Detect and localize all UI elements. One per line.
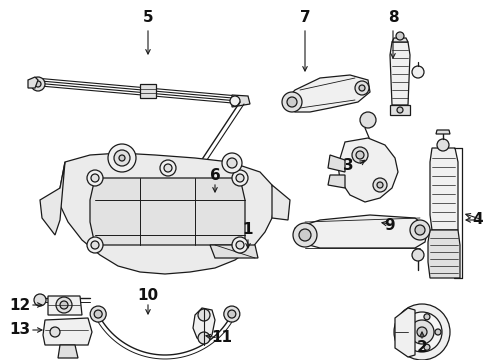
Circle shape: [410, 320, 434, 344]
Circle shape: [373, 178, 387, 192]
Circle shape: [424, 314, 430, 320]
Circle shape: [406, 338, 412, 345]
Circle shape: [87, 170, 103, 186]
Polygon shape: [390, 105, 410, 115]
Circle shape: [224, 306, 240, 322]
Polygon shape: [395, 308, 415, 357]
Circle shape: [287, 97, 297, 107]
Circle shape: [198, 309, 210, 321]
Circle shape: [90, 306, 106, 322]
Circle shape: [355, 81, 369, 95]
Circle shape: [114, 150, 130, 166]
Text: 1: 1: [243, 222, 253, 238]
Circle shape: [119, 155, 125, 161]
Circle shape: [424, 344, 430, 350]
Circle shape: [359, 85, 365, 91]
Circle shape: [31, 77, 45, 91]
Text: 4: 4: [473, 212, 483, 228]
Circle shape: [360, 112, 376, 128]
Polygon shape: [140, 84, 156, 98]
Polygon shape: [58, 345, 78, 358]
Circle shape: [412, 66, 424, 78]
Circle shape: [352, 147, 368, 163]
Circle shape: [415, 225, 425, 235]
Circle shape: [87, 237, 103, 253]
Circle shape: [299, 229, 311, 241]
Text: 8: 8: [388, 10, 398, 26]
Circle shape: [282, 92, 302, 112]
Circle shape: [91, 174, 99, 182]
Text: 10: 10: [137, 288, 159, 302]
Circle shape: [60, 301, 68, 309]
Circle shape: [35, 81, 41, 87]
Circle shape: [164, 164, 172, 172]
Circle shape: [410, 220, 430, 240]
Text: 7: 7: [300, 10, 310, 26]
Circle shape: [236, 174, 244, 182]
Polygon shape: [196, 162, 222, 178]
Circle shape: [435, 329, 441, 335]
Circle shape: [228, 310, 236, 318]
Circle shape: [356, 151, 364, 159]
Circle shape: [377, 182, 383, 188]
Circle shape: [230, 96, 240, 106]
Circle shape: [50, 327, 60, 337]
Circle shape: [394, 304, 450, 360]
Polygon shape: [43, 318, 92, 345]
Polygon shape: [90, 178, 245, 245]
Circle shape: [198, 332, 210, 344]
Polygon shape: [295, 215, 428, 248]
Text: 3: 3: [343, 158, 353, 172]
Text: 5: 5: [143, 10, 153, 26]
Circle shape: [232, 170, 248, 186]
Polygon shape: [40, 162, 65, 235]
Circle shape: [402, 312, 442, 352]
Polygon shape: [328, 175, 345, 188]
Circle shape: [94, 310, 102, 318]
Polygon shape: [338, 138, 398, 202]
Polygon shape: [272, 185, 290, 220]
Circle shape: [232, 237, 248, 253]
Text: 2: 2: [416, 341, 427, 356]
Circle shape: [417, 327, 427, 337]
Text: 9: 9: [385, 217, 395, 233]
Circle shape: [160, 160, 176, 176]
Text: 13: 13: [9, 323, 30, 338]
Polygon shape: [285, 75, 370, 112]
Polygon shape: [436, 130, 450, 134]
Circle shape: [34, 294, 46, 306]
Circle shape: [108, 144, 136, 172]
Text: 12: 12: [9, 297, 31, 312]
Circle shape: [412, 249, 424, 261]
Polygon shape: [232, 95, 250, 107]
Text: 11: 11: [212, 330, 232, 346]
Circle shape: [437, 139, 449, 151]
Circle shape: [56, 297, 72, 313]
Circle shape: [397, 107, 403, 113]
Polygon shape: [430, 148, 458, 230]
Polygon shape: [210, 245, 258, 258]
Circle shape: [236, 241, 244, 249]
Polygon shape: [60, 153, 275, 274]
Circle shape: [227, 158, 237, 168]
Text: 6: 6: [210, 167, 220, 183]
Polygon shape: [48, 296, 82, 315]
Polygon shape: [392, 38, 408, 42]
Circle shape: [406, 320, 412, 325]
Circle shape: [396, 32, 404, 40]
Polygon shape: [428, 230, 460, 278]
Circle shape: [91, 241, 99, 249]
Circle shape: [293, 223, 317, 247]
Polygon shape: [328, 155, 345, 172]
Polygon shape: [193, 308, 215, 342]
Circle shape: [222, 153, 242, 173]
Polygon shape: [28, 77, 38, 88]
Polygon shape: [390, 42, 410, 105]
